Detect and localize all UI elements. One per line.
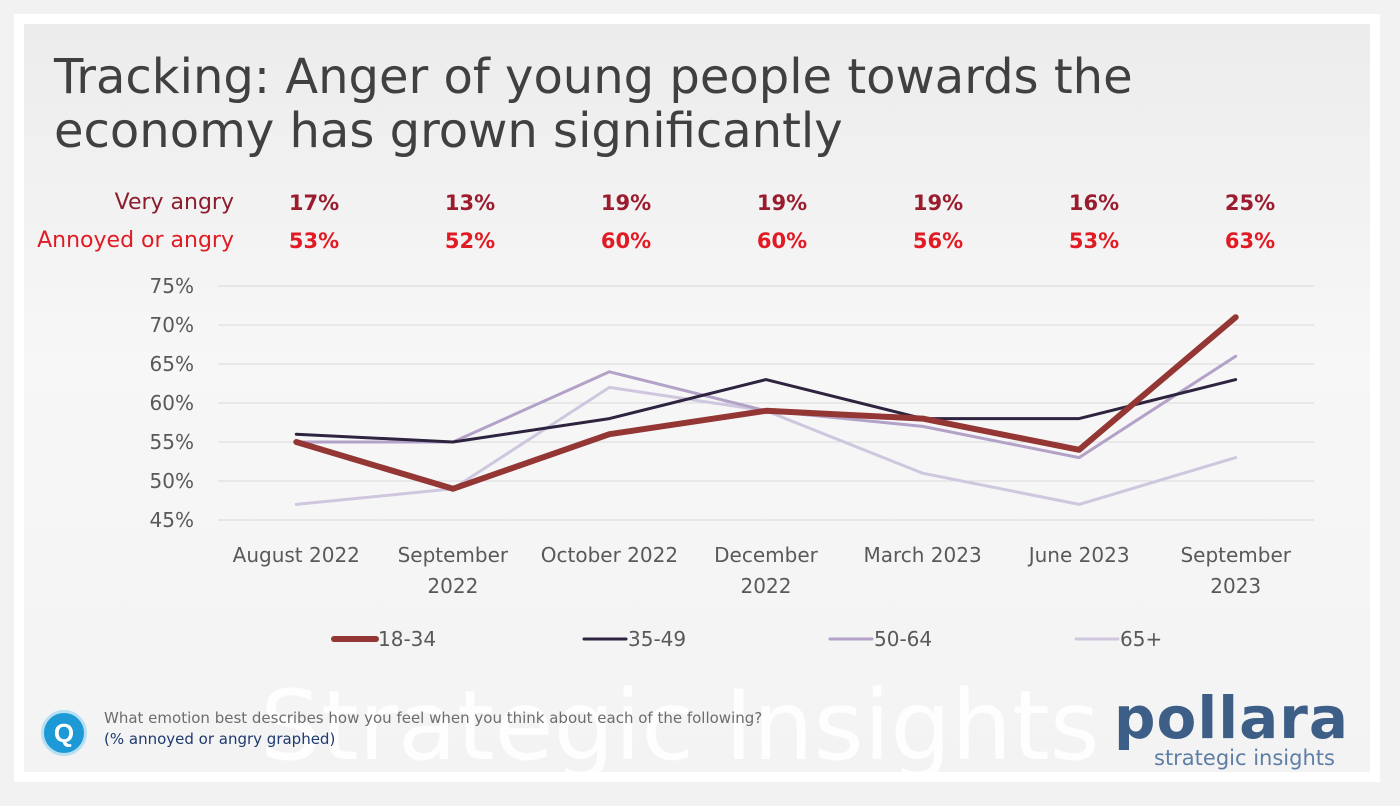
y-tick-label: 70% (150, 313, 194, 337)
very-angry-value: 13% (444, 191, 496, 215)
very-angry-value: 16% (1068, 191, 1120, 215)
annoyed-value: 52% (444, 229, 496, 253)
x-tick-label: September 2023 (1180, 543, 1291, 598)
survey-question: What emotion best describes how you feel… (104, 709, 763, 727)
annoyed-value: 60% (600, 229, 652, 253)
legend-label: 65+ (1120, 627, 1162, 651)
annoyed-label: Annoyed or angry (37, 228, 234, 253)
legend-label: 35-49 (628, 627, 686, 651)
y-tick-label: 45% (150, 508, 194, 532)
annoyed-value: 56% (912, 229, 964, 253)
x-tick-label: September 2022 (398, 543, 509, 598)
pollara-logo: pollara (1114, 684, 1350, 752)
y-tick-label: 50% (150, 469, 194, 493)
y-tick-label: 65% (150, 352, 194, 376)
x-tick-label: October 2022 (541, 543, 678, 567)
line-chart: 45% 50% 55% 60% 65% 70% 75% August 2022 Septembe… (150, 274, 1314, 651)
series-line-18-34 (293, 314, 1239, 492)
question-icon: Q (41, 710, 87, 756)
y-tick-label: 55% (150, 430, 194, 454)
survey-note: (% annoyed or angry graphed) (104, 730, 336, 748)
very-angry-label: Very angry (114, 190, 234, 215)
legend-label: 50-64 (874, 627, 932, 651)
y-tick-label: 60% (150, 391, 194, 415)
x-tick-label: August 2022 (233, 543, 360, 567)
annoyed-value: 53% (288, 229, 340, 253)
very-angry-value: 19% (912, 191, 964, 215)
slide: Tracking: Anger of young people towards … (24, 24, 1370, 772)
x-tick-label: December 2022 (714, 543, 818, 598)
annoyed-value: 63% (1224, 229, 1276, 253)
series-line-35-49 (294, 378, 1238, 444)
very-angry-value: 19% (756, 191, 808, 215)
legend-label: 18-34 (378, 627, 436, 651)
pollara-logo-tagline: strategic insights (1154, 746, 1335, 770)
x-tick-label: June 2023 (1027, 543, 1130, 567)
very-angry-value: 19% (600, 191, 652, 215)
y-tick-label: 75% (150, 274, 194, 298)
annoyed-value: 60% (756, 229, 808, 253)
watermark-text: Strategic Insights (260, 670, 1100, 772)
very-angry-value: 25% (1224, 191, 1276, 215)
annoyed-value: 53% (1068, 229, 1120, 253)
x-tick-label: March 2023 (863, 543, 981, 567)
slide-title: Tracking: Anger of young people towards … (54, 49, 1133, 159)
very-angry-value: 17% (288, 191, 340, 215)
